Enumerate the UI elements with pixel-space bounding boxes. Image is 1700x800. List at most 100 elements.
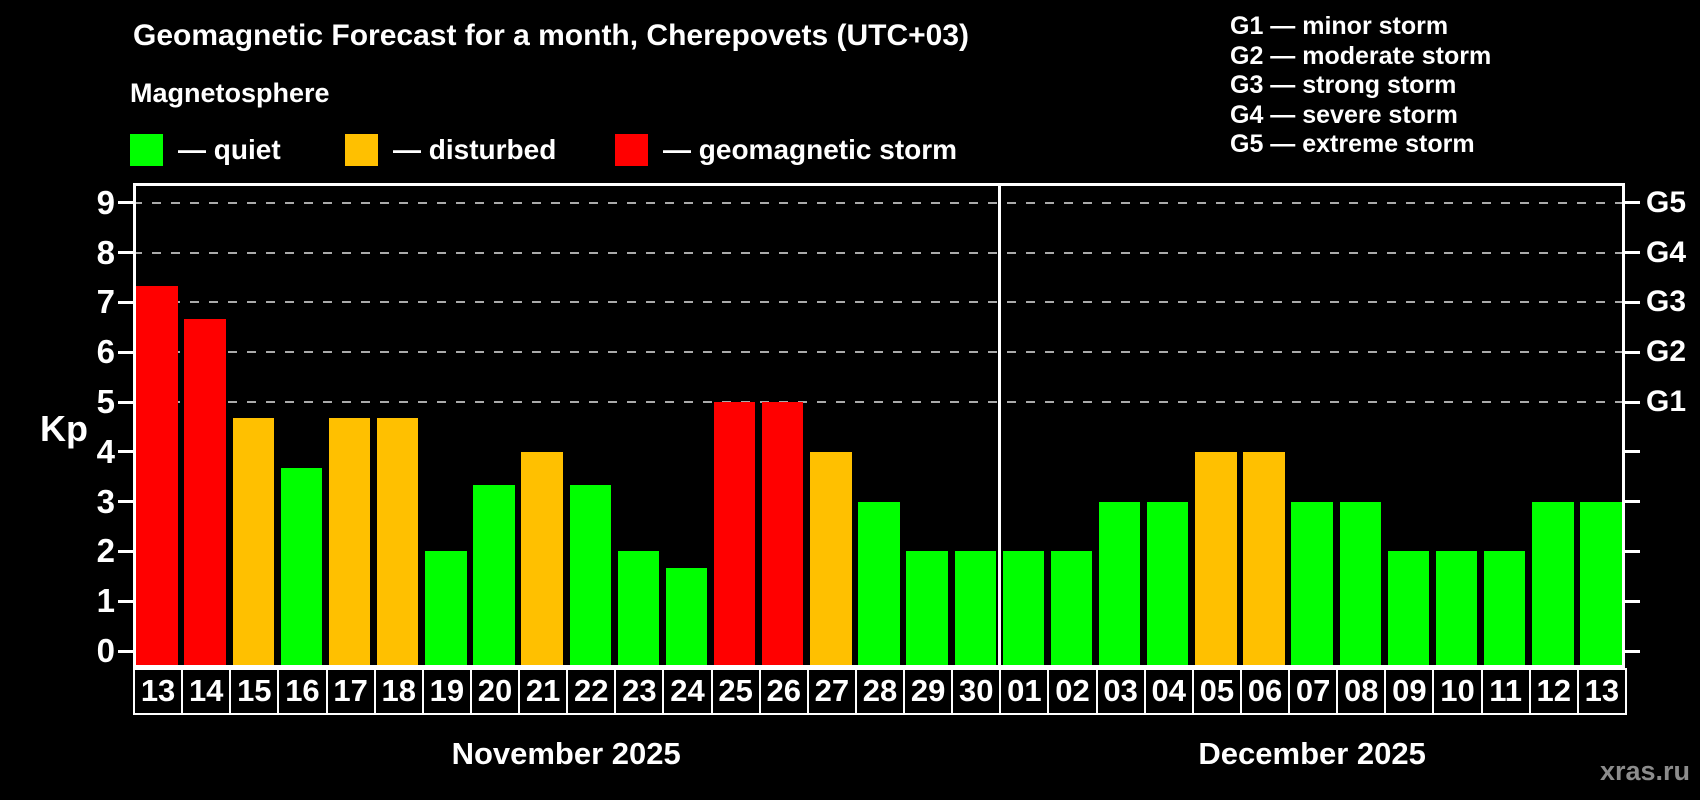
day-label: 23 — [614, 668, 665, 715]
bar — [1483, 551, 1526, 666]
y-axis-tick — [118, 549, 133, 553]
bar — [425, 551, 467, 666]
right-axis-tick — [1625, 450, 1640, 454]
right-axis-tick — [1625, 500, 1640, 504]
y-axis-tick — [118, 400, 133, 404]
right-axis-tick — [1625, 549, 1640, 553]
y-axis-tick — [118, 599, 133, 603]
plot-frame — [133, 183, 1625, 668]
day-label: 01 — [999, 668, 1050, 715]
day-label: 13 — [133, 668, 184, 715]
y-tick-label: 9 — [96, 183, 115, 221]
gridline — [133, 301, 1625, 304]
g-scale-legend: G1 — minor storm G2 — moderate storm G3 … — [1230, 12, 1491, 160]
right-axis-g-label: G4 — [1646, 235, 1687, 269]
bar — [184, 318, 226, 666]
right-axis-tick — [1625, 201, 1640, 205]
g4-legend-line: G4 — severe storm — [1230, 100, 1458, 129]
disturbed-swatch — [345, 133, 378, 166]
legend-storm-label: — geomagnetic storm — [663, 134, 958, 165]
bar — [377, 418, 419, 666]
day-label: 20 — [469, 668, 521, 715]
day-label: 30 — [951, 668, 1002, 715]
legend-disturbed-label: — disturbed — [393, 134, 557, 165]
day-label: 14 — [181, 668, 232, 715]
chart-subtitle: Magnetosphere — [130, 78, 330, 108]
bar — [136, 285, 178, 666]
right-axis-tick — [1625, 599, 1640, 603]
storm-swatch — [615, 133, 648, 166]
day-label: 03 — [1095, 668, 1146, 715]
day-label: 02 — [1047, 668, 1098, 715]
g1-legend-line: G1 — minor storm — [1230, 12, 1449, 40]
bar — [858, 501, 900, 666]
bar — [1435, 551, 1478, 666]
day-label: 13 — [1576, 668, 1627, 715]
day-label: 11 — [1480, 668, 1531, 715]
gridline — [133, 401, 1625, 403]
y-tick-label: 1 — [96, 582, 115, 620]
right-axis-g-label: G3 — [1646, 285, 1687, 319]
month-label: November 2025 — [451, 736, 681, 771]
right-axis-tick — [1625, 350, 1640, 354]
bar — [1243, 451, 1285, 666]
right-axis-tick — [1625, 400, 1640, 404]
month-separator — [997, 183, 1001, 668]
day-label: 25 — [710, 668, 761, 715]
bar — [521, 451, 563, 666]
y-axis-tick — [118, 500, 133, 504]
day-label: 07 — [1288, 668, 1339, 715]
bar — [1098, 501, 1141, 666]
bar — [810, 451, 852, 666]
day-label: 09 — [1384, 668, 1435, 715]
bar — [473, 485, 515, 666]
bar — [280, 468, 323, 666]
day-label: 15 — [229, 668, 280, 715]
quiet-swatch — [130, 133, 163, 166]
day-label: 24 — [662, 668, 713, 715]
bar — [1339, 501, 1381, 666]
bar — [1050, 551, 1093, 666]
y-tick-label: 2 — [96, 532, 115, 570]
bar — [1195, 451, 1237, 666]
day-label: 10 — [1432, 668, 1483, 715]
bar — [232, 418, 275, 666]
bar — [328, 418, 371, 666]
y-axis-title: Kp — [40, 408, 88, 449]
bar — [1532, 501, 1574, 666]
legend-item-storm: — geomagnetic storm — [615, 133, 957, 166]
day-label: 19 — [421, 668, 472, 715]
y-axis-tick — [118, 649, 133, 653]
right-axis-g-label: G5 — [1646, 185, 1687, 219]
legend-item-quiet: — quiet — [130, 133, 281, 166]
day-label: 21 — [518, 668, 569, 715]
y-axis-tick — [118, 201, 133, 205]
y-axis-tick — [118, 300, 133, 304]
day-label: 27 — [806, 668, 857, 715]
bar — [906, 551, 948, 666]
y-tick-label: 7 — [96, 283, 115, 321]
bar — [617, 551, 660, 666]
bar — [1147, 501, 1189, 666]
g2-legend-line: G2 — moderate storm — [1230, 41, 1492, 70]
bar — [954, 551, 996, 666]
bar — [762, 402, 804, 666]
day-label: 17 — [325, 668, 376, 715]
y-axis-tick — [118, 450, 133, 454]
g5-legend-line: G5 — extreme storm — [1230, 130, 1475, 159]
gridline — [133, 251, 1625, 254]
y-tick-label: 8 — [96, 233, 115, 271]
day-label: 22 — [566, 668, 617, 715]
bar — [1580, 501, 1622, 666]
right-axis-tick — [1625, 649, 1640, 653]
bar — [1291, 501, 1333, 666]
bar — [569, 485, 611, 666]
day-label: 06 — [1239, 668, 1291, 715]
day-label: 12 — [1528, 668, 1579, 715]
bar — [665, 567, 708, 666]
day-label: 05 — [1191, 668, 1242, 715]
day-label: 29 — [903, 668, 954, 715]
chart-title: Geomagnetic Forecast for a month, Cherep… — [133, 19, 970, 52]
right-axis-tick — [1625, 300, 1640, 304]
